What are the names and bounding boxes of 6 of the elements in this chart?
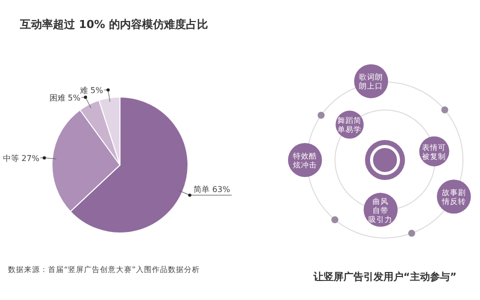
chart-title: 互动率超过 10% 的内容模仿难度占比 (19, 18, 208, 31)
slice-label: 中等 27% (3, 154, 40, 163)
slice-label: 难 5% (80, 86, 104, 95)
slice-label: 简单 63% (194, 185, 230, 194)
slice-label: 困难 5% (49, 93, 81, 102)
text: 让竖屏广告引发用户“主动参与” (312, 271, 457, 283)
